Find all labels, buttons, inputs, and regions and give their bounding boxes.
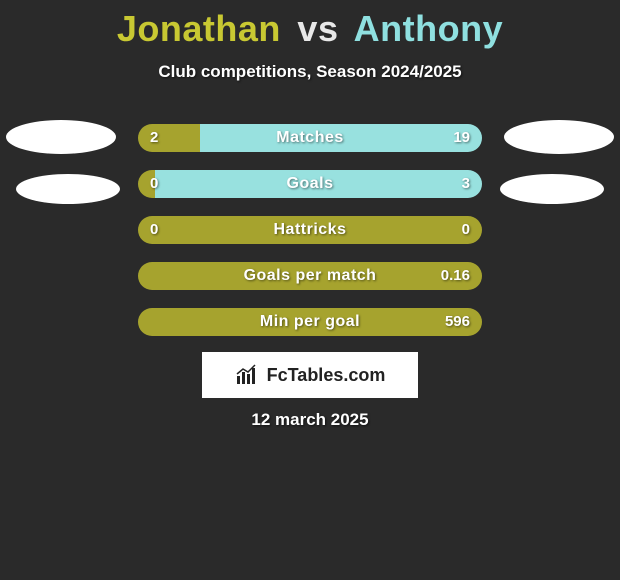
stat-label: Goals — [138, 170, 482, 198]
player1-team-badge — [6, 120, 116, 154]
stat-row: 596Min per goal — [138, 308, 482, 336]
stat-label: Min per goal — [138, 308, 482, 336]
date-label: 12 march 2025 — [0, 410, 620, 430]
player1-country-badge — [16, 174, 120, 204]
brand-text: FcTables.com — [267, 365, 386, 386]
stat-label: Goals per match — [138, 262, 482, 290]
player1-name: Jonathan — [117, 8, 281, 49]
stat-row: 00Hattricks — [138, 216, 482, 244]
page-title: Jonathan vs Anthony — [0, 0, 620, 50]
stat-label: Matches — [138, 124, 482, 152]
stat-row: 03Goals — [138, 170, 482, 198]
brand-chart-icon — [235, 364, 261, 386]
stat-label: Hattricks — [138, 216, 482, 244]
subtitle: Club competitions, Season 2024/2025 — [0, 62, 620, 82]
player2-country-badge — [500, 174, 604, 204]
player2-name: Anthony — [354, 8, 503, 49]
stats-bars: 219Matches 03Goals 00Hattricks 0.16Goals pe… — [138, 124, 482, 354]
stat-row: 219Matches — [138, 124, 482, 152]
brand-logo-box: FcTables.com — [202, 352, 418, 398]
title-vs: vs — [297, 8, 338, 49]
stat-row: 0.16Goals per match — [138, 262, 482, 290]
player2-team-badge — [504, 120, 614, 154]
